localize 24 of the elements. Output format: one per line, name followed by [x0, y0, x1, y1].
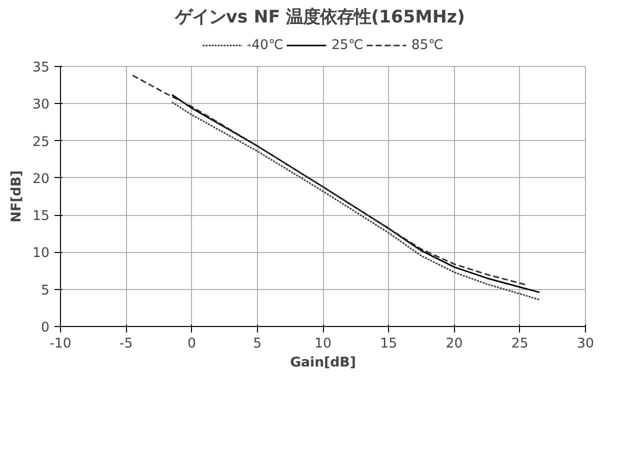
x-tick-label: -10	[50, 336, 72, 352]
y-tick-label: 5	[41, 283, 50, 298]
x-tick-label: 15	[380, 336, 398, 352]
y-tick-label: 30	[32, 98, 50, 113]
legend-label: 85℃	[411, 38, 444, 52]
y-axis-title: NF[dB]	[10, 170, 25, 223]
y-tick-label: 25	[32, 134, 50, 150]
y-tick-label: 35	[32, 60, 50, 76]
x-tick-label: -5	[119, 336, 133, 352]
x-tick-label: 5	[253, 336, 262, 352]
x-tick-label: 20	[446, 336, 463, 352]
legend-label: 25℃	[331, 38, 364, 52]
y-tick-label: 10	[32, 246, 50, 262]
x-tick-label: 30	[577, 336, 594, 352]
x-tick-label: 25	[511, 336, 528, 352]
y-tick-label: 15	[32, 209, 50, 224]
x-tick-label: 10	[314, 336, 332, 352]
y-tick-label: 0	[41, 320, 50, 336]
x-tick-label: 0	[188, 336, 196, 352]
line-series	[132, 74, 528, 286]
chart-title: ゲインvs NF 温度依存性(165MHz)	[174, 8, 465, 28]
y-tick-label: 20	[32, 172, 50, 187]
legend-label: -40℃	[246, 38, 284, 52]
x-axis-title: Gain[dB]	[290, 356, 356, 370]
